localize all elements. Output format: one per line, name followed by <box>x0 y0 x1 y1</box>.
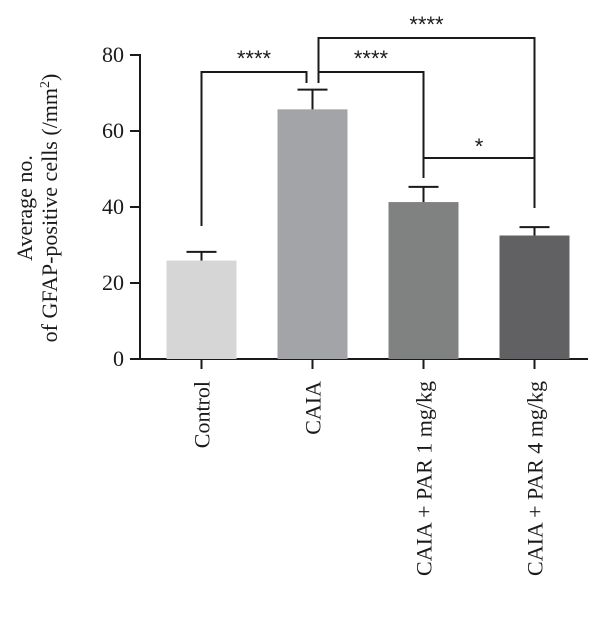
bar-1 <box>166 260 237 359</box>
bar-4 <box>499 235 570 359</box>
significance-label-3: **** <box>409 12 444 37</box>
y-axis-label-main: of GFAP-positive cells (/mm <box>37 88 62 342</box>
x-category-label-4: CAIA + PAR 4 mg/kg <box>523 381 548 576</box>
significance-brackets: **** ********* <box>200 12 536 226</box>
significance-bracket-2 <box>317 71 425 178</box>
x-category-label-3: CAIA + PAR 1 mg/kg <box>412 381 437 576</box>
y-axis-label-line1: Average no. <box>12 155 37 261</box>
category-labels: Control CAIA CAIA + PAR 1 mg/kg CAIA + PAR … <box>190 381 548 576</box>
significance-bracket-1 <box>200 71 308 226</box>
y-tick-label-0: 0 <box>113 346 124 371</box>
y-tick-label-20: 20 <box>102 270 124 295</box>
y-tick-label-60: 60 <box>102 118 124 143</box>
significance-label-4: * <box>475 134 484 159</box>
bar-3 <box>388 202 459 359</box>
x-category-label-1: Control <box>190 381 215 448</box>
y-tick-label-40: 40 <box>102 194 124 219</box>
y-axis-label-superscript: 2 <box>38 81 53 88</box>
error-bars <box>186 88 550 261</box>
y-tick-label-80: 80 <box>102 42 124 67</box>
y-axis-label-line2: of GFAP-positive cells (/mm2) <box>37 74 62 343</box>
significance-bracket-3 <box>317 37 536 208</box>
significance-label-2: **** <box>354 46 389 71</box>
x-category-label-2: CAIA <box>301 381 326 435</box>
bars <box>166 109 570 359</box>
bar-2 <box>277 109 348 359</box>
y-axis-label-end: ) <box>37 74 62 81</box>
significance-bracket-4 <box>422 157 536 208</box>
significance-label-1: **** <box>237 46 272 71</box>
